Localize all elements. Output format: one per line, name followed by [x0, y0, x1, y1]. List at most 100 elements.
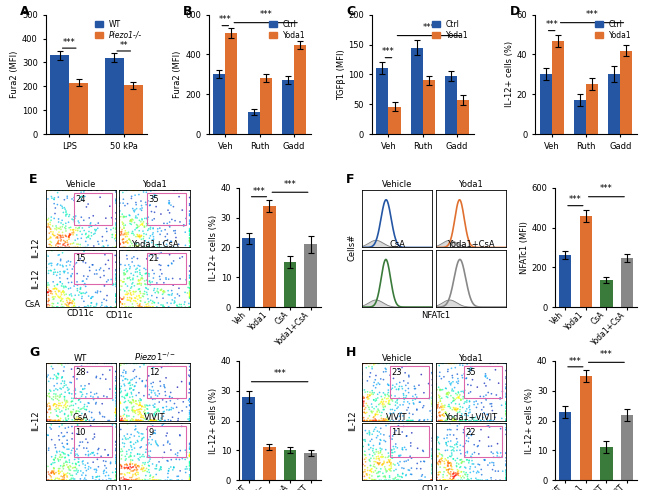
Point [500, 469, 511, 477]
Point [386, 462, 396, 470]
Point [46, 234, 56, 242]
Point [44, 446, 54, 454]
Point [185, 234, 195, 242]
Point [138, 465, 149, 472]
Point [110, 409, 120, 416]
Point [131, 461, 141, 468]
Point [435, 368, 445, 376]
Point [115, 298, 125, 306]
Point [124, 476, 134, 484]
Point [442, 446, 452, 454]
Point [64, 231, 75, 239]
Point [62, 440, 73, 447]
Point [142, 303, 152, 311]
Point [177, 476, 187, 484]
Point [118, 416, 129, 424]
Point [430, 401, 441, 409]
Point [116, 359, 126, 367]
Point [420, 473, 430, 481]
Point [427, 396, 437, 404]
Point [358, 416, 369, 424]
Point [379, 400, 389, 408]
Point [76, 419, 86, 427]
Point [60, 222, 71, 230]
Point [452, 409, 463, 416]
Point [380, 394, 390, 402]
Point [380, 474, 391, 482]
Point [40, 234, 51, 242]
Point [81, 289, 92, 296]
Point [40, 464, 51, 472]
Point [441, 466, 452, 474]
Point [357, 466, 367, 473]
Title: Vehicle: Vehicle [382, 180, 412, 190]
Point [40, 244, 51, 251]
Point [476, 416, 486, 424]
Point [464, 366, 474, 374]
Point [78, 460, 88, 468]
Point [174, 409, 184, 416]
Point [43, 279, 53, 287]
Point [377, 461, 387, 468]
Point [114, 303, 124, 311]
Point [175, 467, 185, 475]
Point [454, 408, 465, 416]
Point [40, 236, 51, 244]
Point [398, 419, 408, 427]
Point [114, 460, 124, 467]
Point [163, 416, 174, 424]
Point [140, 280, 151, 288]
Point [117, 415, 127, 422]
Point [53, 419, 63, 427]
Point [114, 254, 124, 262]
Point [430, 359, 441, 367]
Point [40, 379, 51, 387]
Point [44, 267, 54, 274]
Point [53, 251, 64, 259]
Point [443, 476, 453, 484]
Point [500, 389, 511, 397]
Point [439, 373, 449, 381]
Point [114, 432, 124, 440]
Point [121, 238, 131, 246]
Point [49, 456, 60, 464]
Point [454, 419, 465, 427]
Point [71, 407, 81, 415]
Point [61, 262, 72, 270]
Point [111, 303, 121, 311]
Point [131, 292, 142, 300]
Point [114, 194, 124, 201]
Point [78, 416, 88, 424]
Point [44, 241, 55, 248]
Point [446, 453, 456, 461]
Point [116, 359, 127, 367]
Point [443, 454, 453, 462]
Point [41, 407, 51, 415]
Point [64, 389, 74, 397]
Point [427, 461, 437, 468]
Point [435, 413, 445, 420]
Point [164, 406, 174, 414]
Point [116, 231, 126, 239]
Point [111, 411, 121, 419]
Point [40, 411, 51, 418]
Point [114, 202, 124, 210]
Point [392, 397, 402, 405]
Point [175, 432, 185, 440]
Point [416, 370, 426, 378]
Point [63, 463, 73, 471]
Point [180, 465, 190, 473]
Point [135, 401, 146, 409]
Point [68, 373, 79, 381]
Point [378, 473, 389, 481]
Point [51, 452, 61, 460]
Point [96, 244, 107, 251]
Point [133, 262, 144, 270]
Point [98, 246, 108, 254]
Point [63, 405, 73, 413]
Point [117, 447, 127, 455]
Point [62, 445, 72, 453]
Point [46, 193, 57, 200]
Title: VIVIT: VIVIT [386, 413, 408, 422]
Point [162, 406, 172, 414]
